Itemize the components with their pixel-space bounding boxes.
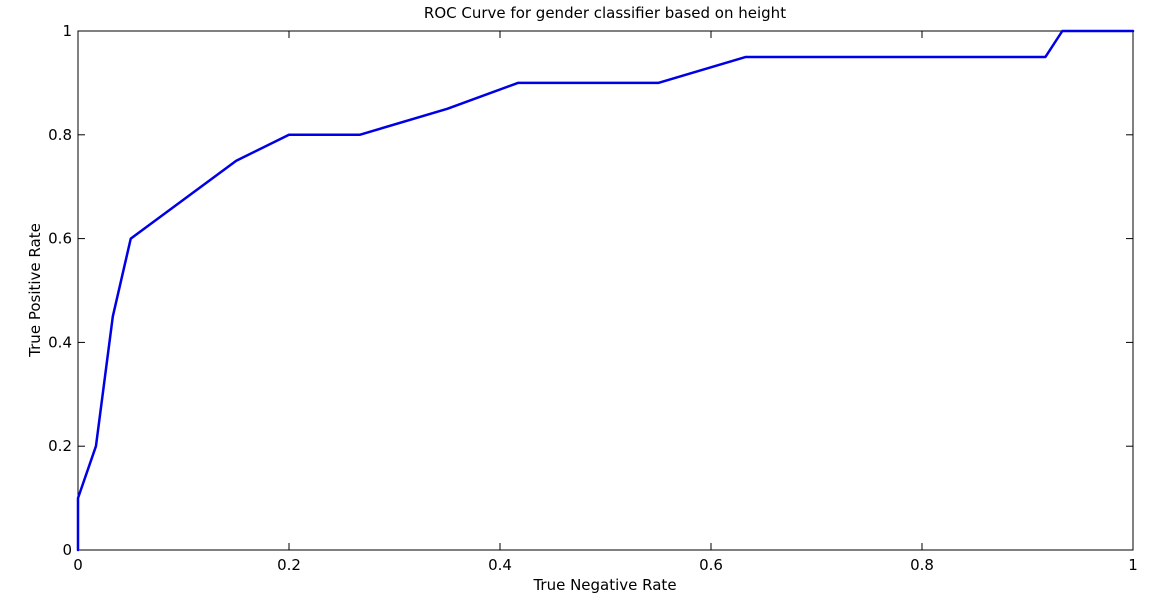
tick-labels: 0 0.2 0.4 0.6 0.8 1 0 0.2 0.4 0.6 0.8 1 [48, 22, 1138, 574]
plot-frame [77, 30, 1134, 551]
x-tick-label: 0 [73, 556, 83, 574]
y-tick-label: 0.6 [48, 230, 72, 248]
y-tick-label: 0 [62, 541, 72, 559]
x-axis-label: True Negative Rate [532, 576, 676, 594]
y-tick-label: 1 [62, 22, 72, 40]
x-tick-label: 0.2 [277, 556, 301, 574]
y-tick-label: 0.4 [48, 333, 72, 351]
y-axis-label: True Positive Rate [26, 223, 44, 358]
roc-curve-line [76, 29, 1135, 552]
x-tick-label: 0.6 [699, 556, 723, 574]
y-tick-label: 0.2 [48, 437, 72, 455]
x-tick-label: 0.4 [488, 556, 512, 574]
x-tick-label: 1 [1128, 556, 1138, 574]
x-tick-label: 0.8 [910, 556, 934, 574]
chart-title: ROC Curve for gender classifier based on… [424, 4, 786, 22]
series-group [76, 29, 1135, 552]
y-tick-label: 0.8 [48, 126, 72, 144]
axis-ticks [77, 30, 1134, 551]
